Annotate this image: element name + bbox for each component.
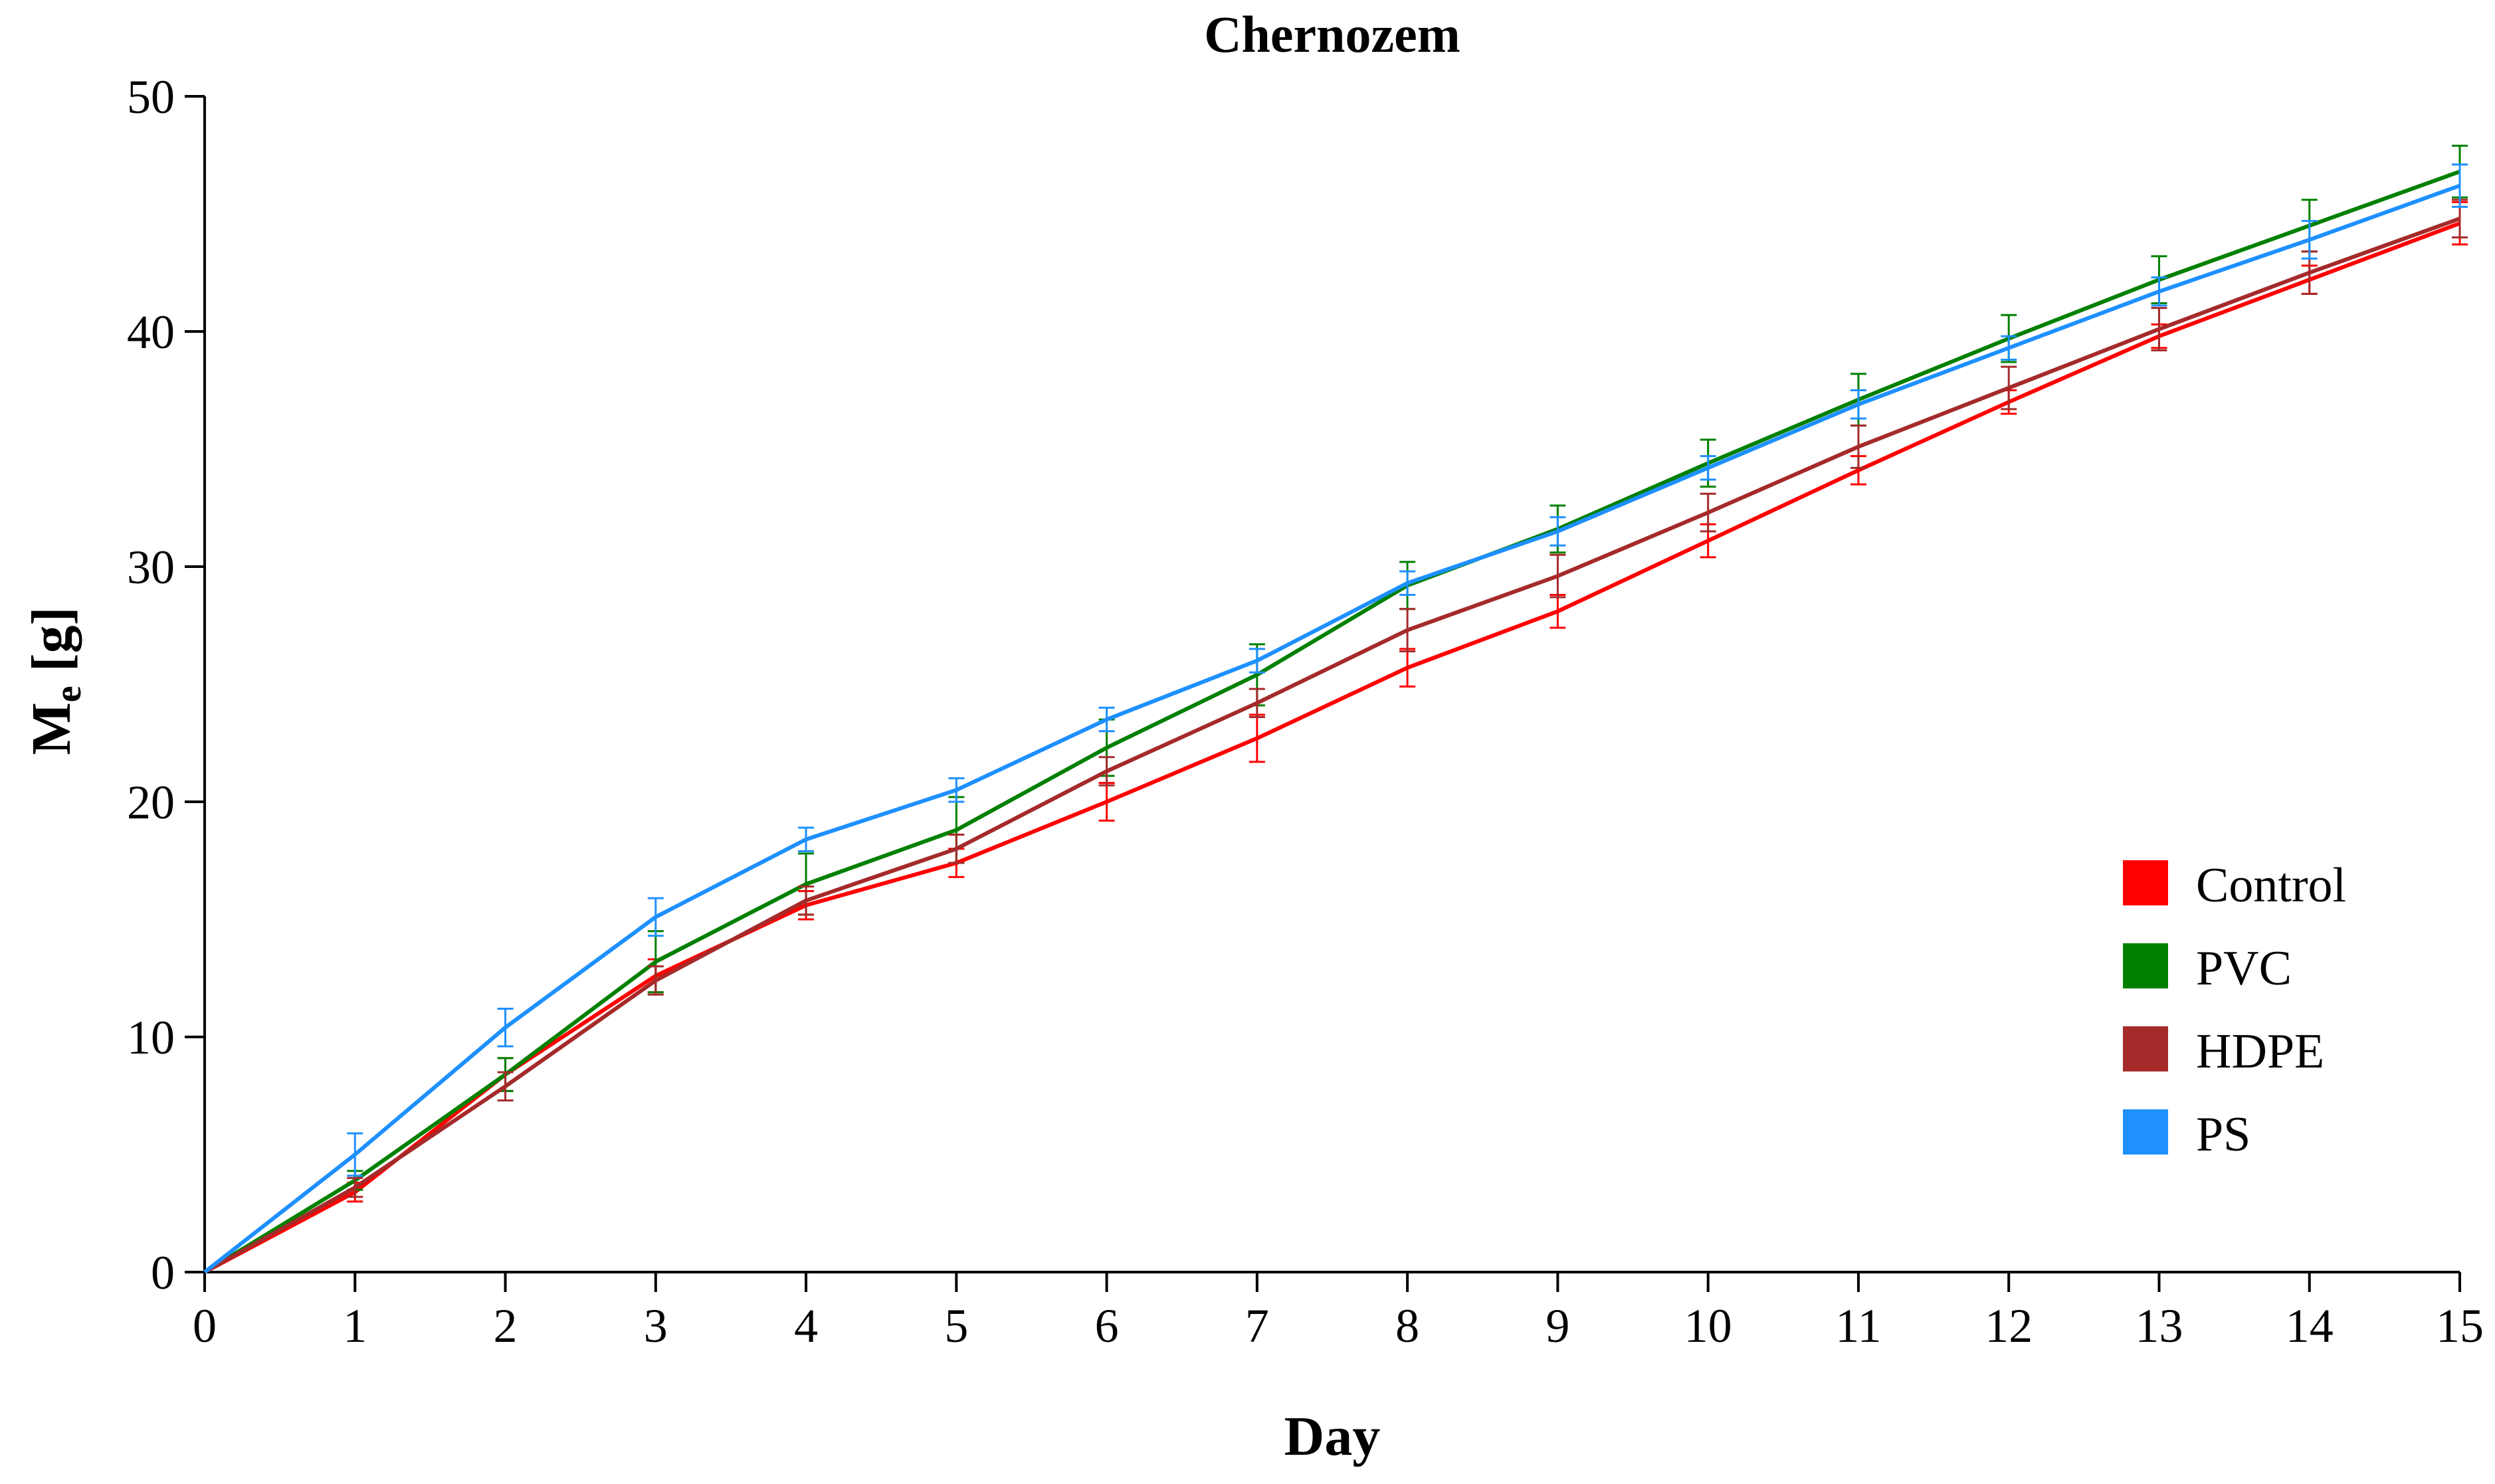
- x-tick-label: 2: [494, 1299, 518, 1352]
- y-tick-label: 40: [127, 306, 175, 359]
- y-axis-title-main: M: [21, 702, 82, 755]
- series-ps: [203, 163, 2468, 1274]
- y-axis-title-subscript: e: [48, 686, 89, 702]
- y-tick-label: 0: [151, 1246, 175, 1299]
- series-hdpe: [203, 199, 2468, 1274]
- x-tick-label: 15: [2436, 1299, 2484, 1352]
- x-tick-label: 13: [2135, 1299, 2183, 1352]
- series-line-pvc: [203, 169, 2461, 1274]
- series-line-control: [203, 221, 2461, 1274]
- legend-item-control: Control: [2123, 858, 2346, 913]
- y-tick-label: 20: [127, 776, 175, 829]
- series-pvc: [203, 144, 2468, 1274]
- x-tick-label: 0: [193, 1299, 217, 1352]
- legend-item-ps: PS: [2123, 1107, 2250, 1162]
- legend-label-pvc: PVC: [2196, 941, 2292, 996]
- legend-swatch-pvc: [2123, 943, 2168, 988]
- legend-label-hdpe: HDPE: [2196, 1024, 2324, 1079]
- legend-swatch-hdpe: [2123, 1026, 2168, 1071]
- x-tick-label: 14: [2286, 1299, 2334, 1352]
- x-tick-label: 12: [1985, 1299, 2033, 1352]
- y-axis-title: Me [g]: [21, 606, 89, 755]
- x-tick-label: 11: [1835, 1299, 1881, 1352]
- legend-label-control: Control: [2196, 858, 2346, 913]
- legend-item-hdpe: HDPE: [2123, 1024, 2324, 1079]
- x-tick-label: 3: [644, 1299, 668, 1352]
- legend-swatch-control: [2123, 860, 2168, 905]
- y-tick-label: 50: [127, 70, 175, 124]
- x-tick-label: 6: [1095, 1299, 1119, 1352]
- legend-item-pvc: PVC: [2123, 941, 2292, 996]
- x-tick-label: 8: [1395, 1299, 1419, 1352]
- x-tick-label: 10: [1684, 1299, 1732, 1352]
- x-tick-label: 9: [1546, 1299, 1569, 1352]
- x-tick-label: 4: [794, 1299, 818, 1352]
- chart-title: Chernozem: [1204, 5, 1460, 63]
- series-layer: [203, 144, 2468, 1274]
- y-tick-label: 10: [127, 1011, 175, 1064]
- legend-label-ps: PS: [2196, 1107, 2250, 1162]
- y-axis-title-unit: [g]: [21, 606, 82, 686]
- y-tick-label: 30: [127, 541, 175, 594]
- x-tick-label: 7: [1245, 1299, 1269, 1352]
- series-line-hdpe: [203, 217, 2461, 1274]
- x-axis-title: Day: [1284, 1406, 1381, 1467]
- legend: Control PVC HDPE PS: [2123, 858, 2346, 1162]
- legend-swatch-ps: [2123, 1109, 2168, 1155]
- x-tick-label: 5: [944, 1299, 968, 1352]
- x-tick-label: 1: [343, 1299, 367, 1352]
- series-line-ps: [203, 183, 2461, 1274]
